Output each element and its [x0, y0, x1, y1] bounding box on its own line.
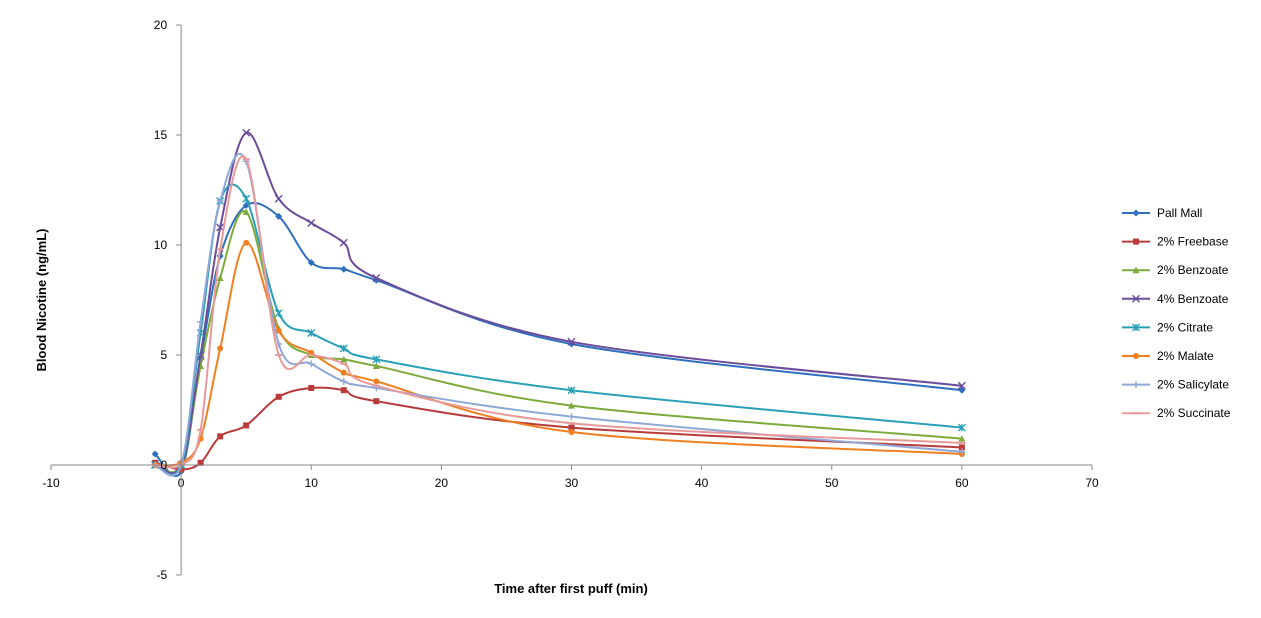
- data-point: [568, 413, 575, 421]
- x-tick-label: 40: [695, 476, 709, 490]
- data-point: [958, 448, 966, 456]
- legend-swatch-marker: [1132, 294, 1140, 303]
- data-point: [958, 444, 965, 451]
- x-tick-label: 60: [955, 476, 969, 490]
- data-point: [958, 435, 966, 442]
- data-point: [275, 327, 282, 334]
- x-tick-label: -10: [42, 476, 60, 490]
- data-point: [216, 274, 224, 281]
- legend-item-2pct-malate: 2% Malate: [1122, 349, 1214, 363]
- data-point: [242, 128, 251, 137]
- data-point: [307, 329, 316, 337]
- series-2pct-freebase: [152, 385, 965, 473]
- data-point: [340, 369, 347, 376]
- y-tick-label: 5: [160, 348, 167, 362]
- data-point: [372, 355, 381, 364]
- legend-label: 2% Malate: [1157, 349, 1214, 363]
- legend-swatch-marker: [1133, 238, 1139, 245]
- y-tick-label: 20: [154, 18, 168, 32]
- data-point: [275, 212, 283, 220]
- y-axis-title: Blood Nicotine (ng/mL): [34, 229, 49, 372]
- series-line: [154, 155, 962, 469]
- data-point: [242, 194, 251, 203]
- x-axis-title: Time after first puff (min): [494, 581, 648, 596]
- data-point: [275, 393, 282, 400]
- legend-label: 4% Benzoate: [1157, 292, 1229, 306]
- data-point: [307, 360, 315, 368]
- data-point: [957, 423, 966, 432]
- data-point: [274, 194, 283, 203]
- data-point: [242, 208, 250, 215]
- data-point: [151, 450, 159, 458]
- x-tick-label: 50: [825, 476, 839, 490]
- legend-item-2pct-freebase: 2% Freebase: [1122, 235, 1229, 249]
- legend-item-2pct-citrate: 2% Citrate: [1122, 320, 1213, 334]
- data-point: [307, 259, 315, 267]
- data-point: [308, 385, 315, 391]
- legend-item-2pct-succinate: 2% Succinate: [1122, 406, 1231, 420]
- x-axis: -10010203040506070: [42, 464, 1099, 490]
- data-point: [568, 424, 575, 431]
- data-point: [340, 355, 348, 363]
- data-point: [372, 362, 380, 369]
- data-point: [197, 318, 205, 326]
- x-tick-label: 30: [565, 476, 579, 490]
- data-point: [340, 387, 347, 394]
- y-tick-label: -5: [156, 568, 167, 582]
- data-point: [373, 378, 380, 385]
- legend-label: 2% Succinate: [1157, 406, 1231, 420]
- data-point: [274, 309, 283, 318]
- data-point: [567, 386, 576, 395]
- legend-swatch-marker: [1132, 381, 1140, 389]
- data-point: [340, 265, 348, 273]
- plot-area: [151, 128, 966, 477]
- legend-swatch-marker: [1132, 209, 1140, 217]
- data-point: [243, 239, 250, 246]
- data-point: [217, 433, 224, 440]
- data-point: [339, 344, 348, 353]
- legend-swatch-marker: [1132, 266, 1140, 274]
- legend-label: 2% Freebase: [1157, 235, 1229, 249]
- legend-label: Pall Mall: [1157, 206, 1202, 220]
- series-2pct-malate: [152, 239, 965, 468]
- data-point: [243, 422, 250, 429]
- data-point: [307, 219, 316, 227]
- data-point: [567, 337, 576, 346]
- y-tick-label: 15: [154, 128, 168, 142]
- legend-swatch-marker: [1133, 353, 1139, 359]
- legend-item-pall-mall: Pall Mall: [1122, 206, 1202, 220]
- legend-label: 2% Benzoate: [1157, 263, 1229, 277]
- legend-item-4pct-benzoate: 4% Benzoate: [1122, 292, 1229, 306]
- y-tick-label: 0: [160, 458, 167, 472]
- data-point: [373, 398, 380, 405]
- legend: Pall Mall 2% Freebase 2% Benzoate 4% Benzoa…: [1122, 206, 1231, 420]
- data-point: [957, 381, 966, 390]
- legend-item-2pct-salicylate: 2% Salicylate: [1122, 378, 1229, 392]
- data-point: [568, 402, 575, 409]
- legend-swatch-marker: [1132, 323, 1140, 332]
- legend-label: 2% Citrate: [1157, 320, 1213, 334]
- legend-label: 2% Salicylate: [1157, 378, 1229, 392]
- y-axis: -5 0 5 10 15 20: [154, 18, 182, 582]
- x-tick-label: 20: [435, 476, 449, 490]
- legend-item-2pct-benzoate: 2% Benzoate: [1122, 263, 1229, 277]
- x-tick-label: 70: [1085, 476, 1099, 490]
- y-tick-label: 10: [154, 238, 168, 252]
- data-point: [339, 238, 348, 247]
- x-tick-label: 10: [305, 476, 319, 490]
- data-point: [372, 274, 381, 282]
- data-point: [216, 197, 224, 205]
- data-point: [217, 345, 224, 352]
- data-point: [340, 377, 348, 385]
- series-2pct-citrate: [151, 183, 966, 476]
- series-2pct-salicylate: [151, 152, 966, 477]
- data-point: [197, 459, 204, 466]
- data-point: [568, 429, 575, 435]
